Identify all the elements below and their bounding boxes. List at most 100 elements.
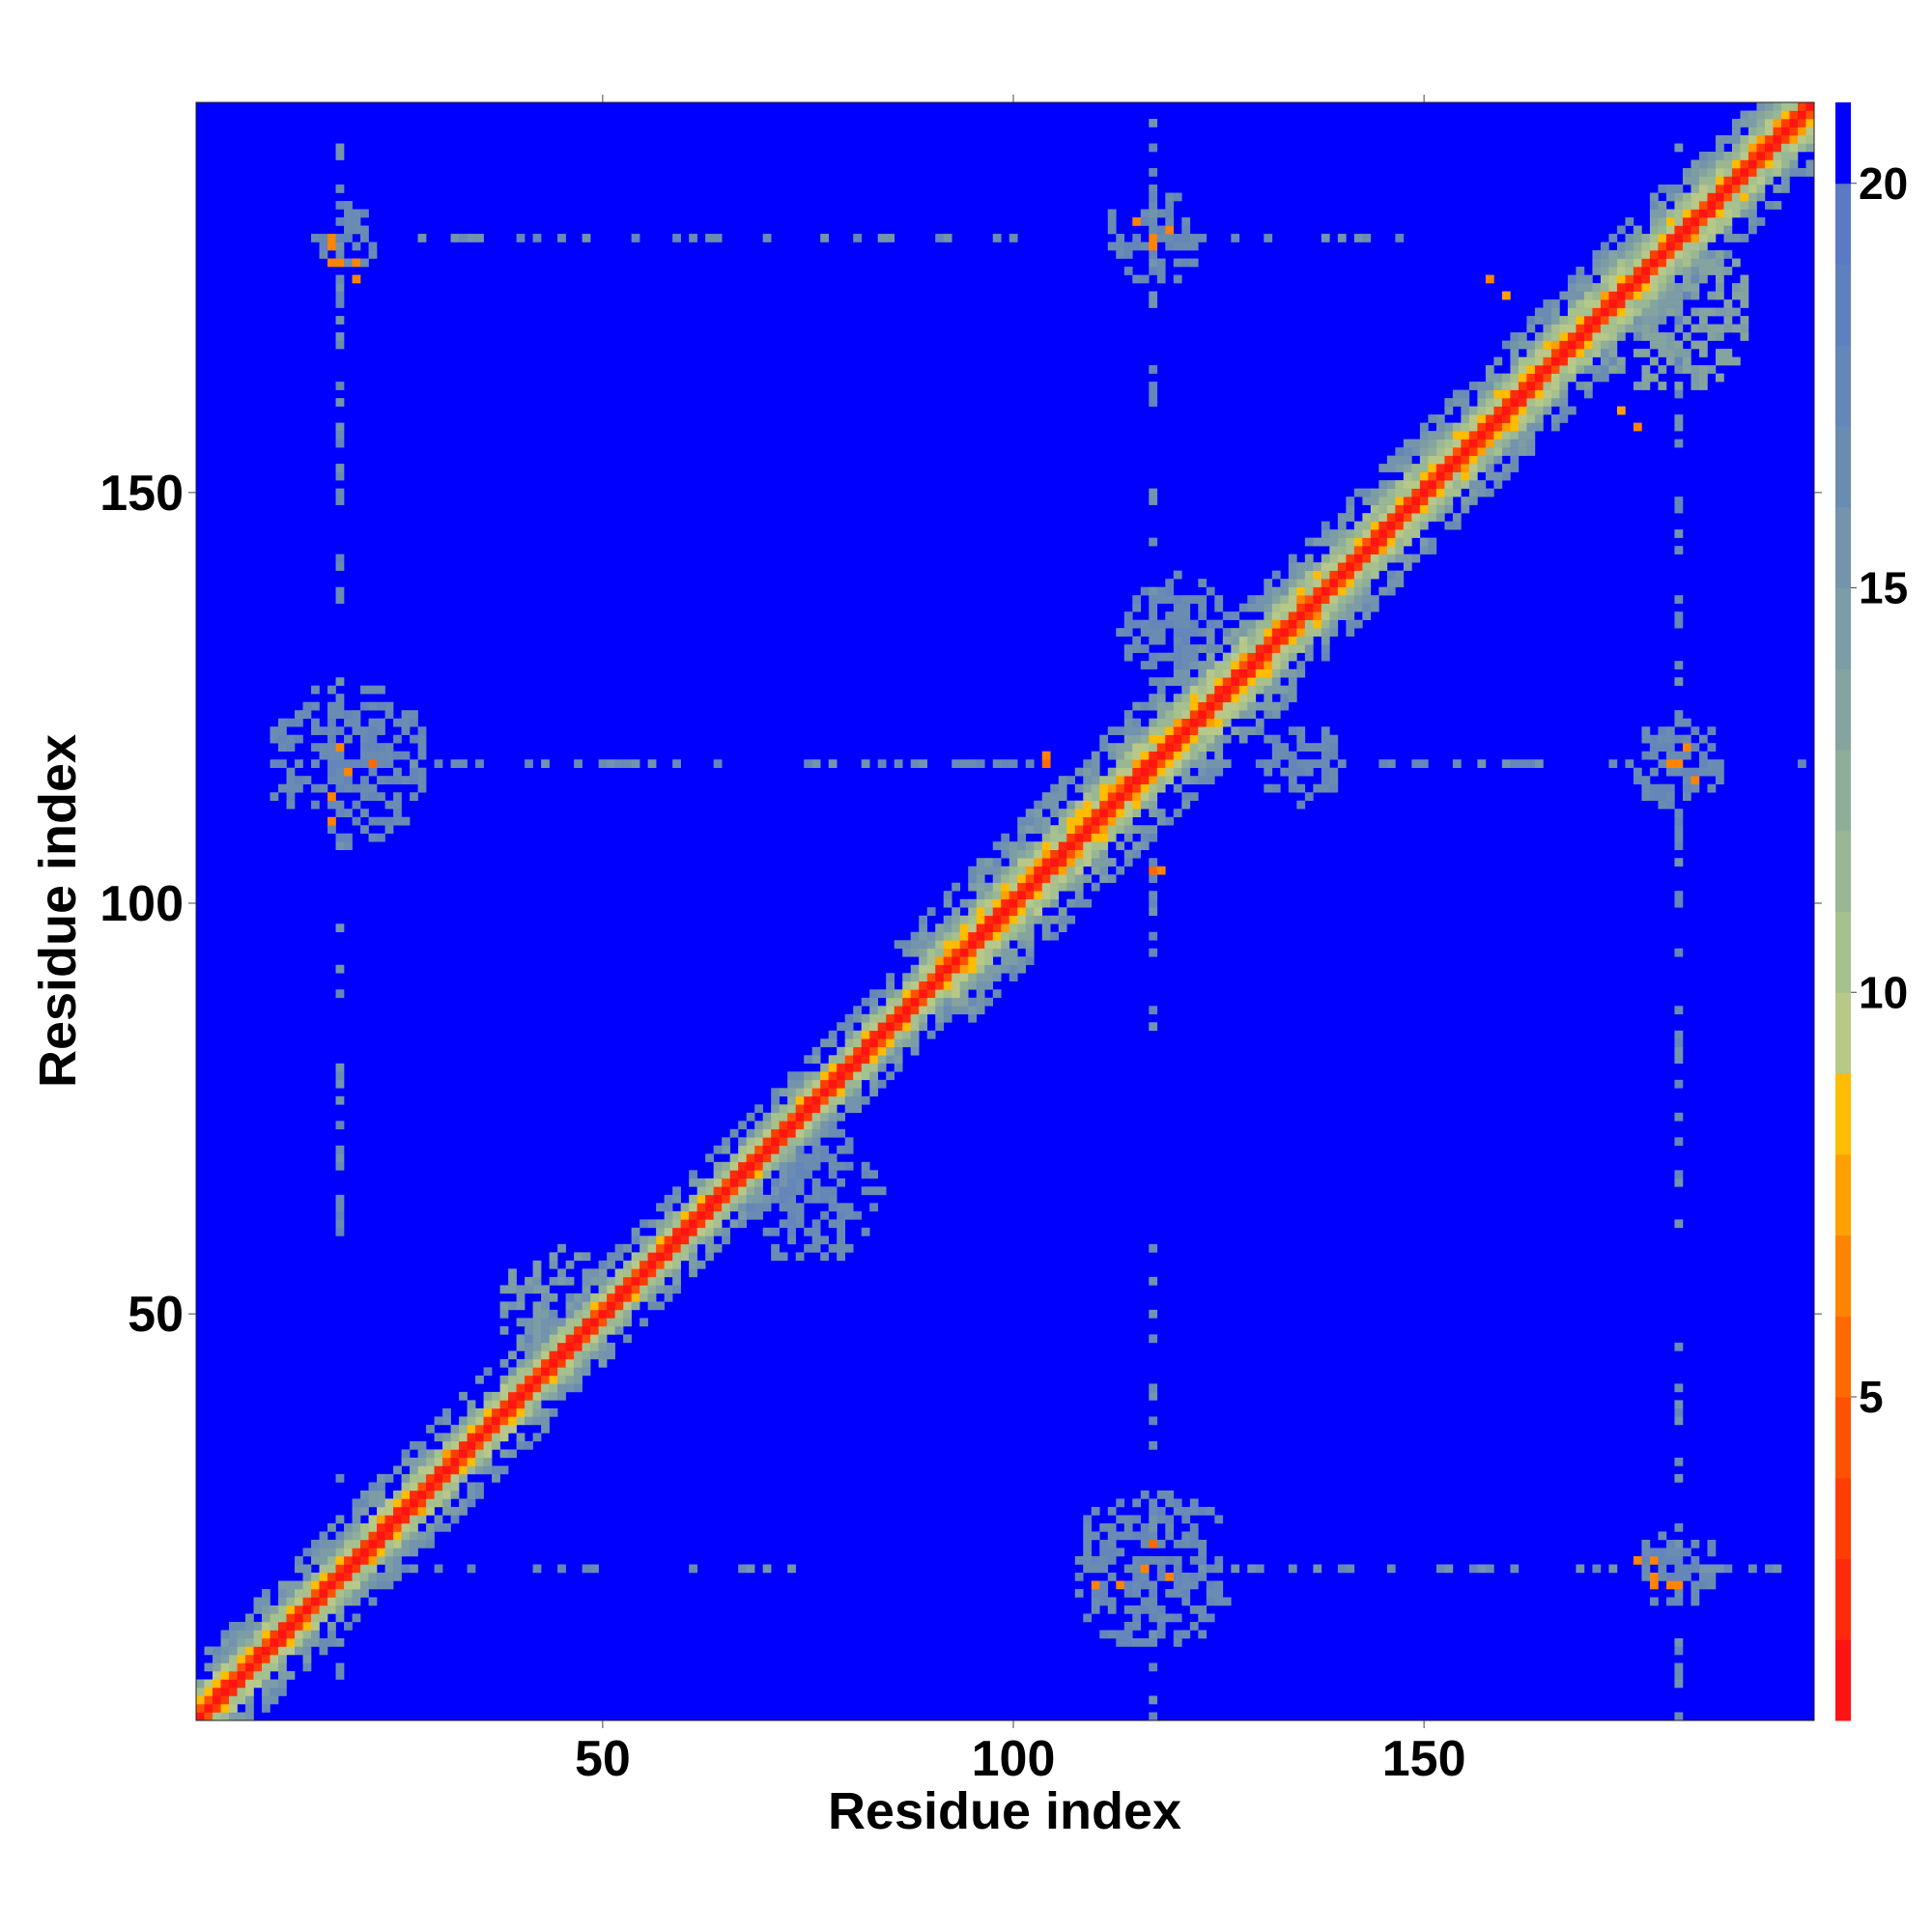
heatmap-cell xyxy=(1501,389,1511,399)
heatmap-cell xyxy=(959,989,969,999)
heatmap-cell xyxy=(1346,504,1355,514)
heatmap-cell xyxy=(1214,726,1224,735)
heatmap-cell xyxy=(410,1498,418,1508)
heatmap-cell xyxy=(1592,332,1602,341)
heatmap-cell xyxy=(1625,307,1634,317)
heatmap-cell xyxy=(1723,267,1733,275)
heatmap-cell xyxy=(1534,422,1544,432)
heatmap-cell xyxy=(943,956,952,966)
heatmap-cell xyxy=(762,1194,772,1204)
heatmap-cell xyxy=(754,1186,763,1196)
heatmap-cell xyxy=(1682,258,1691,268)
heatmap-cell xyxy=(352,1498,361,1508)
heatmap-cell xyxy=(508,1407,517,1417)
heatmap-cell xyxy=(237,1630,246,1639)
heatmap-cell xyxy=(1337,586,1347,596)
heatmap-cell xyxy=(1764,135,1774,144)
heatmap-cell xyxy=(1756,110,1766,120)
heatmap-cell xyxy=(516,1416,526,1426)
heatmap-cell xyxy=(1025,866,1035,875)
heatmap-cell xyxy=(442,1433,451,1442)
heatmap-cell xyxy=(902,948,912,957)
heatmap-cell xyxy=(508,1400,517,1409)
heatmap-cell xyxy=(1435,504,1445,514)
heatmap-cell xyxy=(713,1161,723,1171)
heatmap-cell xyxy=(335,1121,345,1130)
heatmap-cell xyxy=(787,1210,796,1220)
heatmap-cell xyxy=(286,1630,296,1639)
heatmap-cell xyxy=(1296,668,1306,678)
heatmap-cell xyxy=(1649,324,1659,333)
heatmap-cell xyxy=(541,1318,550,1327)
heatmap-cell xyxy=(647,1285,657,1294)
heatmap-cell xyxy=(1181,710,1191,719)
heatmap-cell xyxy=(1280,694,1290,702)
heatmap-cell xyxy=(984,956,994,966)
heatmap-cell xyxy=(483,1424,493,1434)
heatmap-cell xyxy=(1001,923,1010,933)
heatmap-cell xyxy=(450,1515,460,1524)
heatmap-cell xyxy=(1149,1022,1158,1032)
heatmap-cell xyxy=(1674,1646,1684,1656)
heatmap-cell xyxy=(1608,250,1618,259)
heatmap-cell xyxy=(1238,734,1248,744)
heatmap-cell xyxy=(368,685,378,695)
heatmap-cell xyxy=(229,1654,238,1663)
heatmap-cell xyxy=(1723,356,1733,366)
heatmap-cell xyxy=(992,923,1002,933)
heatmap-cell xyxy=(976,989,985,999)
heatmap-cell xyxy=(1658,340,1667,350)
heatmap-cell xyxy=(1550,356,1560,366)
heatmap-cell xyxy=(1395,570,1405,580)
heatmap-cell xyxy=(475,1449,484,1459)
heatmap-cell xyxy=(1165,192,1175,202)
heatmap-cell xyxy=(1083,1613,1093,1623)
heatmap-cell xyxy=(245,1654,254,1663)
heatmap-cell xyxy=(541,1407,550,1417)
heatmap-cell xyxy=(1633,332,1642,341)
heatmap-cell xyxy=(1468,422,1478,432)
heatmap-cell xyxy=(1173,743,1182,752)
heatmap-cell xyxy=(1625,283,1634,292)
heatmap-cell xyxy=(1214,710,1224,719)
heatmap-cell xyxy=(1773,102,1782,111)
heatmap-cell xyxy=(1707,267,1717,275)
heatmap-cell xyxy=(1296,800,1306,810)
heatmap-cell xyxy=(1173,595,1182,604)
heatmap-cell xyxy=(557,1334,566,1344)
heatmap-cell xyxy=(1313,783,1322,793)
heatmap-cell xyxy=(976,915,985,924)
heatmap-cell xyxy=(1707,217,1717,226)
heatmap-cell xyxy=(1747,192,1757,202)
heatmap-cell xyxy=(1001,759,1010,768)
heatmap-cell xyxy=(1288,636,1297,645)
heatmap-cell xyxy=(549,1276,558,1286)
heatmap-cell xyxy=(1181,242,1191,251)
heatmap-cell xyxy=(1526,365,1536,374)
heatmap-cell xyxy=(1518,398,1527,407)
heatmap-cell xyxy=(344,1621,353,1631)
heatmap-cell xyxy=(976,931,985,941)
heatmap-cell xyxy=(1353,619,1363,629)
heatmap-cell xyxy=(598,1334,608,1344)
heatmap-cell xyxy=(1576,340,1585,350)
heatmap-cell xyxy=(1025,809,1035,818)
heatmap-cell xyxy=(1123,1580,1133,1590)
heatmap-cell xyxy=(262,1605,270,1614)
heatmap-cell xyxy=(1674,242,1684,251)
heatmap-cell xyxy=(1321,759,1330,768)
heatmap-cell xyxy=(910,989,920,999)
heatmap-cell xyxy=(1583,365,1593,374)
heatmap-cell xyxy=(1017,882,1027,892)
heatmap-cell xyxy=(377,685,385,695)
heatmap-cell xyxy=(1001,874,1010,884)
heatmap-cell xyxy=(943,898,952,908)
heatmap-cell xyxy=(1058,841,1067,851)
heatmap-cell xyxy=(1501,414,1511,423)
heatmap-cell xyxy=(1173,759,1182,768)
heatmap-cell xyxy=(1608,283,1618,292)
heatmap-cell xyxy=(1329,586,1339,596)
heatmap-cell xyxy=(1337,570,1347,580)
heatmap-cell xyxy=(787,1137,796,1147)
heatmap-cell xyxy=(1428,471,1437,481)
